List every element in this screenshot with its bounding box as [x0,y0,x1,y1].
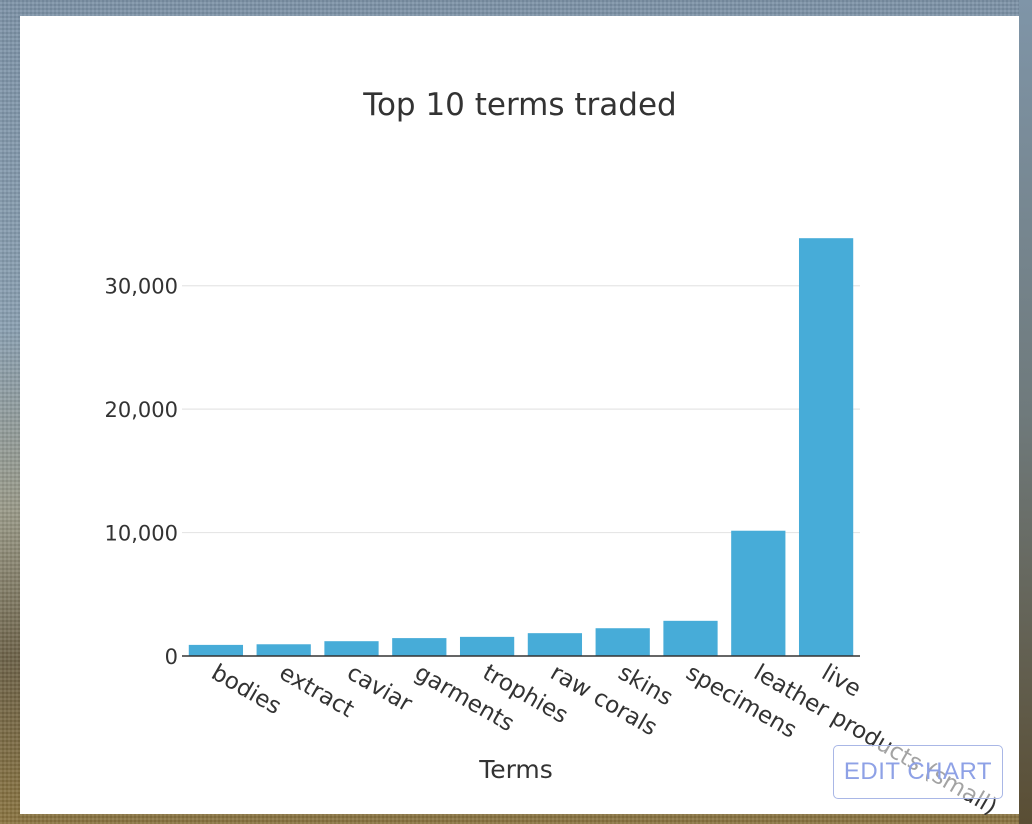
grid-layer [182,285,860,534]
bar-layer [188,238,854,657]
bar-specimens[interactable] [663,620,718,656]
x-tick-label: bodies [207,660,286,720]
y-tick-label: 10,000 [105,522,178,546]
bar-leather-products-small-[interactable] [731,530,786,656]
bar-extract[interactable] [256,644,311,656]
bar-garments[interactable] [392,638,447,656]
x-tick-label: extract [275,660,359,723]
y-tick-label: 30,000 [105,275,178,299]
bar-trophies[interactable] [459,636,515,656]
background-edge [1019,0,1032,824]
bar-skins[interactable] [595,628,650,656]
y-tick-label: 0 [165,645,178,669]
bar-live[interactable] [798,238,854,657]
bar-bodies[interactable] [188,644,244,656]
bar-caviar[interactable] [324,641,379,656]
x-tick-label: caviar [343,660,417,718]
chart-title: Top 10 terms traded [362,87,676,123]
y-tick-labels: 0 10,000 20,000 30,000 [105,275,178,669]
edit-chart-button[interactable]: EDIT CHART [833,745,1003,799]
x-axis-title: Terms [478,755,553,784]
y-tick-label: 20,000 [105,398,178,422]
bar-raw-corals[interactable] [527,633,583,656]
